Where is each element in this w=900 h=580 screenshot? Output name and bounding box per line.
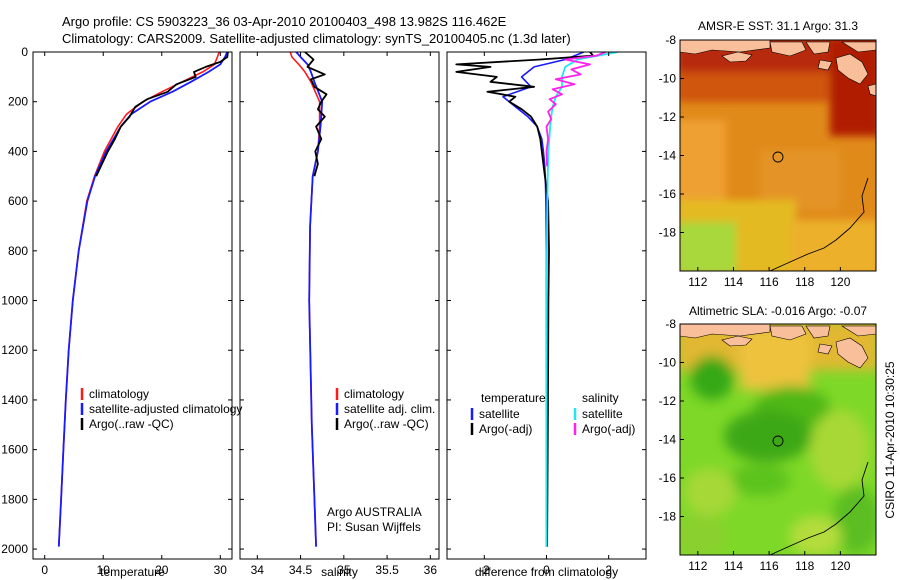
series-line-3	[95, 52, 229, 177]
map-x-tick-label: 116	[760, 275, 779, 289]
sla-map-title: Altimetric SLA: -0.016 Argo: -0.07	[689, 304, 867, 318]
sla-map-panel: Altimetric SLA: -0.016 Argo: -0.07	[659, 304, 877, 573]
plot-area	[455, 52, 619, 547]
map-y-tick-label: -12	[659, 110, 677, 124]
temperature-profile-panel: 0 10 20 30 0 200 400 600 800 1000 1200 1400 1600 1800…	[1, 45, 242, 579]
legend-entry: satellite-adjusted climatology	[89, 402, 242, 416]
sst-argo-marker	[772, 151, 784, 163]
figure-title-line1: Argo profile: CS 5903223_36 03-Apr-2010 …	[62, 14, 507, 29]
y-tick-label: 1000	[1, 294, 28, 308]
map-x-tick-label: 120	[830, 559, 850, 573]
map-x-tick-label: 118	[795, 559, 814, 573]
y-tick-label: 600	[8, 194, 28, 208]
map-y-tick-label: -12	[659, 394, 677, 408]
y-tick-label: 1600	[1, 443, 28, 457]
axes-frame	[239, 51, 440, 560]
sst-land	[680, 40, 876, 97]
sla-field	[680, 324, 876, 555]
series-line-1	[502, 52, 585, 547]
legend-entry: Argo(-adj)	[479, 422, 532, 436]
map-x-tick-label: 112	[688, 559, 707, 573]
salinity-profile-panel: 34 34.5 35 35.5 36 salinity climatologysatelli…	[239, 51, 440, 579]
credit-annotation: PI: Susan Wijffels	[327, 520, 421, 534]
map-y-tick-label: -10	[659, 72, 677, 86]
y-tick-label: 200	[8, 95, 28, 109]
figure-title-line2: Climatology: CARS2009. Satellite-adjuste…	[62, 31, 571, 46]
x-axis-label: difference from climatology	[475, 565, 618, 579]
map-y-tick-label: -14	[659, 149, 677, 163]
x-tick-label: 0	[543, 563, 550, 577]
y-tick-label: 1400	[1, 393, 28, 407]
x-axis-label: salinity	[321, 565, 358, 579]
legend-entry: satellite	[582, 407, 623, 421]
series-line-1	[289, 52, 321, 547]
legend-heading: salinity	[582, 391, 619, 405]
x-tick-label: 20	[155, 563, 169, 577]
series-line-2	[295, 52, 324, 547]
x-tick-label: 35.5	[375, 563, 399, 577]
x-tick-label: -2	[479, 563, 490, 577]
x-tick-label: 34.5	[289, 563, 313, 577]
legend-entry: climatology	[89, 387, 149, 401]
x-tick-label: 30	[214, 563, 228, 577]
x-tick-label: 36	[424, 563, 438, 577]
map-y-tick-label: -14	[659, 433, 677, 447]
y-tick-label: 800	[8, 244, 28, 258]
legend-entry: climatology	[344, 387, 404, 401]
side-timestamp-label: CSIRO 11-Apr-2010 10:30:25	[883, 361, 897, 519]
legend-heading: temperature	[481, 391, 546, 405]
legend-entry: Argo(..raw -QC)	[89, 417, 174, 431]
sst-map-title: AMSR-E SST: 31.1 Argo: 31.3	[698, 19, 858, 33]
map-y-tick-label: -8	[665, 317, 676, 331]
x-axis-label: temperature	[100, 565, 165, 579]
map-y-tick-label: -18	[659, 226, 677, 240]
plot-area	[57, 52, 229, 547]
sla-land	[680, 324, 876, 369]
sst-map-panel: AMSR-E SST: 31.1 Argo: 31.3	[659, 19, 877, 289]
series-line-4	[545, 52, 606, 167]
axes-frame	[32, 51, 233, 560]
map-x-tick-label: 116	[760, 559, 779, 573]
map-y-tick-label: -18	[659, 510, 677, 524]
y-tick-label: 2000	[1, 542, 28, 556]
legend-entry: satellite adj. clim.	[344, 402, 435, 416]
map-y-tick-label: -10	[659, 356, 677, 370]
x-tick-label: 10	[97, 563, 111, 577]
x-tick-label: 0	[41, 563, 48, 577]
x-tick-label: 34	[251, 563, 265, 577]
map-y-tick-label: -8	[665, 33, 676, 47]
map-x-tick-label: 114	[724, 559, 743, 573]
x-tick-label: 35	[337, 563, 351, 577]
plot-area	[289, 52, 328, 547]
series-line-3	[304, 52, 328, 177]
y-tick-label: 0	[21, 45, 28, 59]
map-x-tick-label: 112	[688, 275, 707, 289]
map-x-tick-label: 118	[795, 275, 814, 289]
credit-annotation: Argo AUSTRALIA	[327, 505, 422, 519]
y-tick-label: 400	[8, 144, 28, 158]
series-line-2	[57, 52, 229, 547]
legend-entry: Argo(-adj)	[582, 422, 635, 436]
y-tick-label: 1800	[1, 492, 28, 506]
map-x-tick-label: 114	[724, 275, 743, 289]
map-y-tick-label: -16	[659, 471, 677, 485]
map-x-tick-label: 120	[830, 275, 850, 289]
series-line-3	[545, 52, 619, 547]
legend-entry: Argo(..raw -QC)	[344, 417, 429, 431]
sst-field	[680, 40, 876, 271]
x-tick-label: 2	[605, 563, 612, 577]
series-line-2	[455, 52, 594, 547]
map-y-tick-label: -16	[659, 187, 677, 201]
series-line-1	[58, 52, 220, 547]
y-tick-label: 1200	[1, 343, 28, 357]
sla-argo-marker	[772, 435, 784, 447]
legend-entry: satellite	[479, 407, 520, 421]
